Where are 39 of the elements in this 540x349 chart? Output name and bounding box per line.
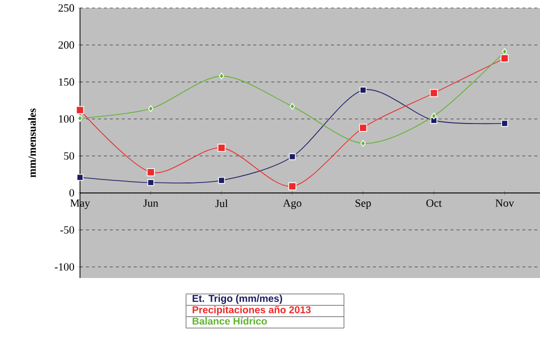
point — [430, 89, 438, 98]
point — [218, 144, 226, 152]
y-tick-label: 50 — [64, 152, 74, 160]
point — [76, 106, 84, 114]
point — [290, 102, 295, 110]
point — [76, 174, 84, 181]
point — [148, 105, 154, 112]
text: Et. Trigo (mm/mes) — [192, 294, 282, 304]
y-tick-label: -50 — [60, 226, 74, 234]
x-tick-label: Oct — [426, 199, 442, 207]
point — [359, 124, 368, 132]
point — [288, 182, 296, 190]
text: Balance Hídrico — [192, 317, 267, 325]
x-tick-label: Jun — [143, 199, 158, 207]
x-tick-label: Ago — [282, 199, 302, 210]
y-tick-label: 150 — [59, 78, 74, 86]
y-tick-label: 100 — [59, 115, 74, 123]
x-tick-label: Sep — [356, 199, 371, 210]
y-tick-label: 0 — [69, 189, 74, 197]
point — [430, 117, 438, 124]
x-tick-label: Nov — [496, 199, 514, 207]
point — [218, 72, 224, 80]
y-axis-title: mm/mensuales — [28, 108, 36, 178]
y-tick-label: 200 — [58, 41, 74, 49]
y-tick-label: 250 — [58, 4, 74, 12]
point — [501, 120, 508, 127]
point — [360, 86, 366, 94]
point — [218, 176, 225, 184]
point — [146, 168, 155, 176]
point — [77, 114, 83, 122]
point — [500, 54, 509, 62]
point — [431, 112, 437, 120]
point — [360, 140, 366, 147]
point — [288, 153, 296, 160]
text: Precipitaciones año 2013 — [192, 306, 311, 316]
y-tick-label: -100 — [54, 263, 74, 271]
x-tick-label: Jul — [215, 199, 228, 208]
point — [502, 48, 508, 56]
point — [147, 179, 154, 186]
